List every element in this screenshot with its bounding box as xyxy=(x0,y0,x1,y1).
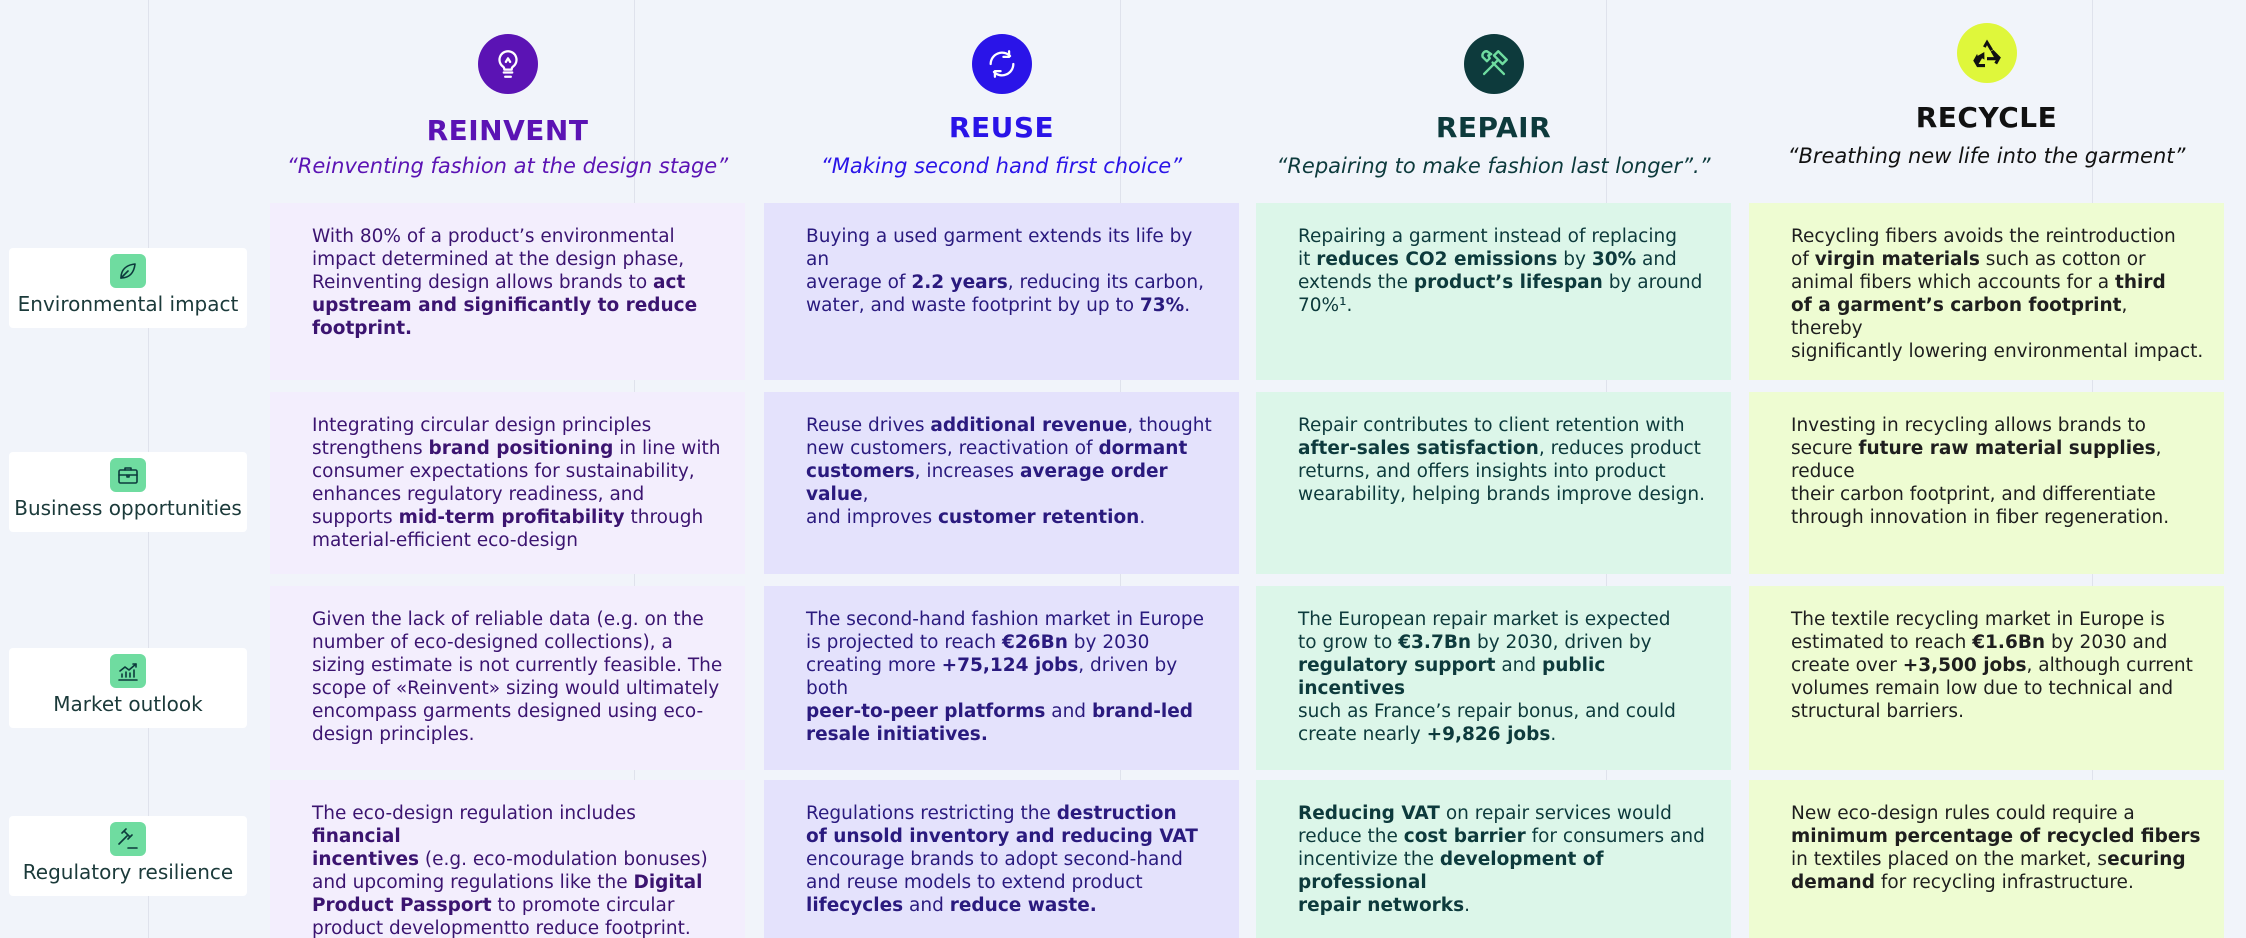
column-title: REUSE xyxy=(948,111,1055,144)
cell-text: Integrating circular design principles s… xyxy=(312,415,721,551)
cell-text: Buying a used garment extends its life b… xyxy=(806,226,1204,316)
emphasis-text: product’s lifespan xyxy=(1413,272,1603,293)
emphasis-text: third of a garment’s carbon footprint xyxy=(1791,272,2166,316)
cell-reuse-market: The second-hand fashion market in Europe… xyxy=(764,586,1239,770)
column-title: RECYCLE xyxy=(1915,101,2058,134)
row-label-text: Business opportunities xyxy=(14,496,242,520)
cell-repair-market: The European repair market is expected t… xyxy=(1256,586,1731,770)
emphasis-text: lifecycles xyxy=(806,895,904,916)
row-label-market: Market outlook xyxy=(9,648,247,728)
emphasis-text: mid-term profitability xyxy=(398,507,625,528)
emphasis-text: €3.7Bn xyxy=(1398,632,1472,653)
emphasis-text: average order value xyxy=(806,461,1168,505)
emphasis-text: act upstream and significantly to reduce… xyxy=(312,272,698,339)
emphasis-text: +3,500 jobs xyxy=(1902,655,2027,676)
circular-arrows-icon xyxy=(971,34,1032,94)
lightbulb-recycle-icon xyxy=(477,34,538,94)
emphasis-text: regulatory support xyxy=(1298,655,1496,676)
emphasis-text: €1.6Bn xyxy=(1972,632,2046,653)
emphasis-text: 73% xyxy=(1139,295,1185,316)
cell-recycle-regulatory: New eco-design rules could require a min… xyxy=(1749,780,2224,938)
emphasis-text: reduce waste. xyxy=(949,895,1097,916)
emphasis-text: after-sales satisfaction xyxy=(1298,438,1539,459)
cell-text: Repair contributes to client retention w… xyxy=(1298,415,1705,505)
row-label-text: Market outlook xyxy=(53,692,203,716)
emphasis-text: +75,124 jobs xyxy=(941,655,1079,676)
row-label-regulatory: Regulatory resilience xyxy=(9,816,247,896)
cell-text: Repairing a garment instead of replacing… xyxy=(1298,226,1703,316)
cell-reinvent-business: Integrating circular design principles s… xyxy=(270,392,745,574)
cell-text: The European repair market is expected t… xyxy=(1298,609,1676,745)
emphasis-text: peer-to-peer platforms xyxy=(806,701,1046,722)
cell-repair-business: Repair contributes to client retention w… xyxy=(1256,392,1731,574)
cell-reinvent-regulatory: The eco-design regulation includes finan… xyxy=(270,780,745,938)
cell-text: With 80% of a product’s environmental im… xyxy=(312,226,698,339)
row-label-business: Business opportunities xyxy=(9,452,247,532)
cell-text: The eco-design regulation includes finan… xyxy=(312,803,708,938)
leaf-icon xyxy=(110,254,146,288)
cell-text: The second-hand fashion market in Europe… xyxy=(806,609,1204,745)
emphasis-text: 2.2 years xyxy=(911,272,1008,293)
emphasis-text: virgin materials xyxy=(1814,249,1980,270)
cell-reuse-regulatory: Regulations restricting the destruction … xyxy=(764,780,1239,938)
emphasis-text: development of professional repair netwo… xyxy=(1298,849,1604,916)
cell-reuse-business: Reuse drives additional revenue, thought… xyxy=(764,392,1239,574)
cell-text: Investing in recycling allows brands to … xyxy=(1791,415,2170,528)
column-subtitle: “Breathing new life into the garment” xyxy=(1787,144,2186,168)
row-label-environmental: Environmental impact xyxy=(9,248,247,328)
cell-repair-environmental: Repairing a garment instead of replacing… xyxy=(1256,203,1731,380)
cell-text: Recycling fibers avoids the reintroducti… xyxy=(1791,226,2204,362)
emphasis-text: customer retention xyxy=(937,507,1140,528)
cell-recycle-business: Investing in recycling allows brands to … xyxy=(1749,392,2224,574)
row-label-text: Environmental impact xyxy=(17,292,239,316)
growth-chart-icon xyxy=(110,654,146,688)
emphasis-text: destruction of unsold inventory and redu… xyxy=(806,803,1198,847)
cell-reuse-environmental: Buying a used garment extends its life b… xyxy=(764,203,1239,380)
cell-recycle-environmental: Recycling fibers avoids the reintroducti… xyxy=(1749,203,2224,380)
emphasis-text: +9,826 jobs xyxy=(1426,724,1551,745)
emphasis-text: cost barrier xyxy=(1403,826,1526,847)
emphasis-text: reduces CO2 emissions xyxy=(1316,249,1558,270)
emphasis-text: additional revenue xyxy=(930,415,1128,436)
emphasis-text: brand-led resale initiatives. xyxy=(806,701,1194,745)
cell-text: Reuse drives additional revenue, thought… xyxy=(806,415,1212,528)
cell-text: New eco-design rules could require a min… xyxy=(1791,803,2201,893)
emphasis-text: €26Bn xyxy=(1002,632,1068,653)
column-subtitle: “Reinventing fashion at the design stage… xyxy=(286,154,729,178)
gavel-icon xyxy=(110,822,146,856)
cell-recycle-market: The textile recycling market in Europe i… xyxy=(1749,586,2224,770)
emphasis-text: future raw material supplies xyxy=(1858,438,2156,459)
emphasis-text: 30% xyxy=(1591,249,1637,270)
emphasis-text: financial incentives xyxy=(312,826,419,870)
emphasis-text: dormant customers xyxy=(806,438,1188,482)
column-title: REINVENT xyxy=(426,114,589,147)
emphasis-text: ecuring demand xyxy=(1791,849,2186,893)
emphasis-text: public incentives xyxy=(1298,655,1606,699)
emphasis-text: Digital Product Passport xyxy=(312,872,703,916)
column-subtitle: “Making second hand first choice” xyxy=(820,154,1183,178)
cell-text: Reducing VAT on repair services would re… xyxy=(1298,803,1705,916)
cell-text: Given the lack of reliable data (e.g. on… xyxy=(312,609,723,745)
cell-repair-regulatory: Reducing VAT on repair services would re… xyxy=(1256,780,1731,938)
emphasis-text: minimum percentage of recycled fibers xyxy=(1791,826,2201,847)
briefcase-icon xyxy=(110,458,146,492)
emphasis-text: brand positioning xyxy=(428,438,614,459)
column-subtitle: “Repairing to make fashion last longer”.… xyxy=(1276,154,1711,178)
emphasis-text: Reducing VAT xyxy=(1298,803,1440,824)
cell-text: The textile recycling market in Europe i… xyxy=(1791,609,2193,722)
recycle-symbol-icon xyxy=(1956,23,2017,83)
cell-reinvent-environmental: With 80% of a product’s environmental im… xyxy=(270,203,745,380)
cell-text: Regulations restricting the destruction … xyxy=(806,803,1198,916)
column-title: REPAIR xyxy=(1435,111,1552,144)
hammer-wrench-icon xyxy=(1463,34,1524,94)
row-label-text: Regulatory resilience xyxy=(22,860,234,884)
cell-reinvent-market: Given the lack of reliable data (e.g. on… xyxy=(270,586,745,770)
